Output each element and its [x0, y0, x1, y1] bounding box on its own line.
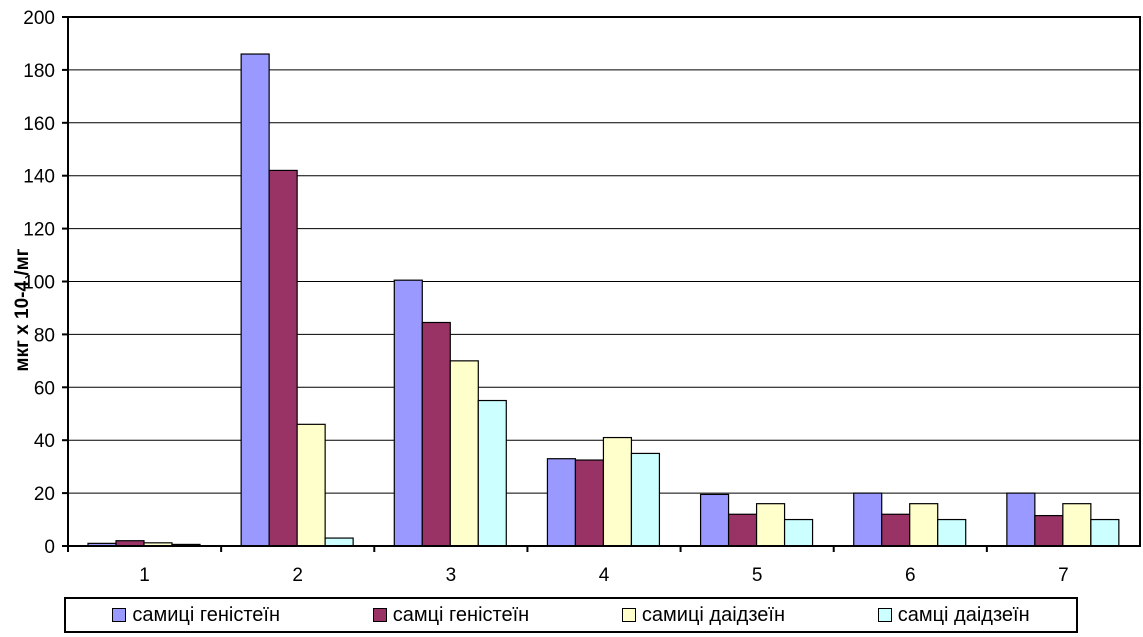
bar [240, 53, 270, 547]
bar [881, 513, 911, 547]
legend-item: самиці даідзеїн [621, 603, 785, 627]
legend-item: самці геністеїн [372, 603, 530, 627]
bar [853, 492, 883, 547]
bar [727, 513, 758, 547]
x-tick-label: 1 [139, 565, 150, 586]
x-tick-label: 6 [905, 565, 916, 586]
bar [630, 452, 661, 547]
x-tick-label: 4 [599, 565, 610, 586]
y-tick-label: 20 [34, 484, 55, 505]
y-tick-label: 80 [34, 325, 55, 346]
y-axis-label: мкг х 10-4 /мг [12, 248, 33, 371]
legend-swatch [372, 608, 387, 622]
bar [699, 493, 730, 547]
bar [1090, 518, 1120, 547]
bar [477, 399, 507, 547]
bar [324, 537, 354, 547]
bar [1006, 492, 1036, 547]
bar [393, 279, 423, 547]
bar [421, 321, 451, 547]
bars [87, 53, 1120, 547]
y-tick-label: 140 [23, 167, 55, 188]
bar [1034, 514, 1064, 547]
y-tick-label: 40 [34, 431, 55, 452]
y-tick-label: 160 [23, 114, 55, 135]
y-tick-label: 60 [34, 378, 55, 399]
legend-label: самиці даідзеїн [641, 603, 785, 626]
bar [574, 459, 605, 547]
bar [602, 436, 633, 547]
legend-item: самиці геністеїн [112, 604, 280, 627]
legend-label: самиці геністеїн [132, 603, 280, 626]
x-tick-labels: 1 2 3 4 5 6 7 [139, 565, 1068, 586]
x-tick-label: 5 [752, 565, 763, 586]
bar [546, 458, 577, 547]
bar [909, 503, 939, 547]
legend: самиці геністеїн самці геністеїн самиці да… [64, 597, 1078, 633]
legend-label: самці геністеїн [392, 603, 530, 626]
y-tick-label: 200 [23, 8, 55, 29]
legend-swatch [621, 608, 636, 622]
legend-label: самці даідзеїн [897, 603, 1030, 626]
x-tick-label: 7 [1058, 565, 1069, 586]
bar [1062, 503, 1092, 547]
legend-swatch [112, 608, 127, 622]
y-tick-label: 120 [23, 220, 55, 241]
axes [67, 16, 1141, 552]
bar [449, 360, 479, 547]
bar [268, 169, 298, 547]
y-tick-labels: 0 20 40 60 80 100 120 140 160 180 200 [23, 8, 55, 558]
plot-area-border [67, 16, 1141, 547]
x-tick-label: 2 [292, 565, 303, 586]
y-tick-label: 180 [23, 61, 55, 82]
y-tick-label: 0 [44, 537, 55, 558]
bar-chart: 0 20 40 60 80 100 120 140 160 180 200 1 2 3 4 5 6 7 мкг … [12, 8, 1141, 586]
bar [755, 503, 786, 547]
y-tick-label: 100 [23, 273, 55, 294]
bar [783, 518, 814, 547]
legend-swatch [877, 608, 892, 622]
bar [937, 518, 967, 547]
legend-item: самці даідзеїн [877, 603, 1030, 627]
x-tick-label: 3 [446, 565, 457, 586]
bar [296, 423, 326, 547]
